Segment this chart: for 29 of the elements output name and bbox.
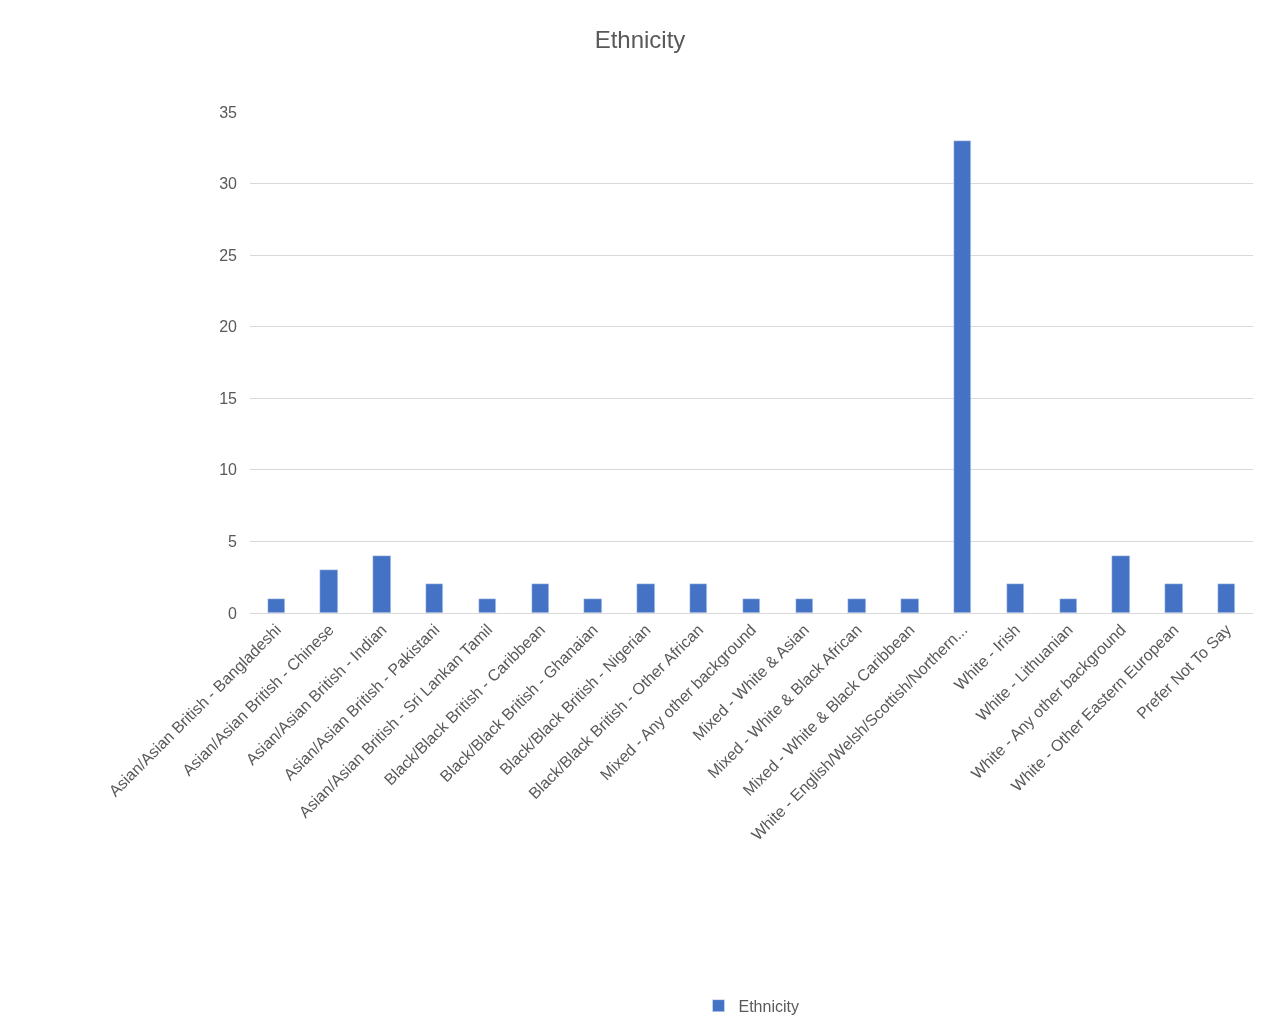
legend-label: Ethnicity bbox=[738, 997, 799, 1015]
bar bbox=[1217, 583, 1235, 613]
bar bbox=[742, 598, 760, 613]
bar bbox=[1059, 598, 1077, 613]
bar bbox=[1111, 555, 1130, 613]
y-tick-label: 10 bbox=[219, 461, 238, 479]
y-tick-label: 0 bbox=[228, 604, 238, 622]
bar bbox=[372, 555, 391, 613]
y-tick-label: 35 bbox=[219, 103, 238, 121]
bar bbox=[953, 140, 971, 613]
bar bbox=[478, 598, 496, 613]
y-tick-label: 20 bbox=[219, 318, 238, 336]
bar bbox=[319, 569, 338, 613]
y-tick-label: 15 bbox=[219, 389, 238, 407]
y-tick-label: 5 bbox=[228, 533, 238, 551]
bar bbox=[1006, 583, 1024, 613]
bar bbox=[1164, 583, 1183, 613]
bar bbox=[636, 583, 655, 613]
bar bbox=[267, 598, 285, 613]
bar bbox=[689, 583, 707, 613]
bar bbox=[531, 583, 549, 613]
y-tick-label: 25 bbox=[219, 246, 238, 264]
bar bbox=[583, 598, 602, 613]
y-tick-label: 30 bbox=[219, 175, 238, 193]
chart-title: Ethnicity bbox=[594, 25, 686, 53]
bar bbox=[847, 598, 866, 613]
bar bbox=[900, 598, 919, 613]
bar bbox=[425, 583, 443, 613]
bar bbox=[795, 598, 813, 613]
